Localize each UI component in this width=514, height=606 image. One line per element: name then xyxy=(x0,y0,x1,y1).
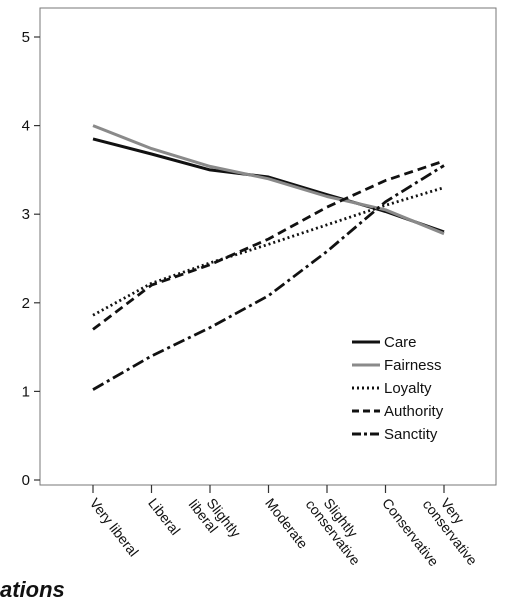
legend-label-loyalty: Loyalty xyxy=(384,380,432,397)
legend-label-care: Care xyxy=(384,334,417,351)
legend-label-sanctity: Sanctity xyxy=(384,426,438,443)
y-tick-label: 3 xyxy=(22,206,30,223)
caption-fragment: ations xyxy=(0,577,65,602)
legend: Care Fairness Loyalty Authority Sanctity xyxy=(352,334,444,443)
x-axis-ticks: Very liberal Liberal Slightlyliberal Modera… xyxy=(87,485,481,569)
series-line-fairness xyxy=(92,124,445,236)
series-line-loyalty xyxy=(92,186,445,317)
series-line-care xyxy=(92,137,445,234)
legend-label-fairness: Fairness xyxy=(384,357,442,374)
series-line-sanctity xyxy=(92,164,445,391)
x-tick-label: Very liberal xyxy=(87,495,142,559)
series-line-authority xyxy=(92,159,445,331)
y-axis-ticks: 0 1 2 3 4 5 xyxy=(22,29,40,489)
y-tick-label: 5 xyxy=(22,29,30,46)
legend-label-authority: Authority xyxy=(384,403,444,420)
x-tick-label: Moderate xyxy=(262,495,311,552)
y-tick-label: 0 xyxy=(22,472,30,489)
x-tick-label: Liberal xyxy=(145,495,183,538)
y-tick-label: 4 xyxy=(22,118,30,135)
x-tick-label: Slightlyconservative xyxy=(303,487,376,568)
y-tick-label: 2 xyxy=(22,295,30,312)
x-tick-label: Slightlyliberal xyxy=(186,487,244,550)
series-lines xyxy=(92,124,445,391)
y-tick-label: 1 xyxy=(22,383,30,400)
